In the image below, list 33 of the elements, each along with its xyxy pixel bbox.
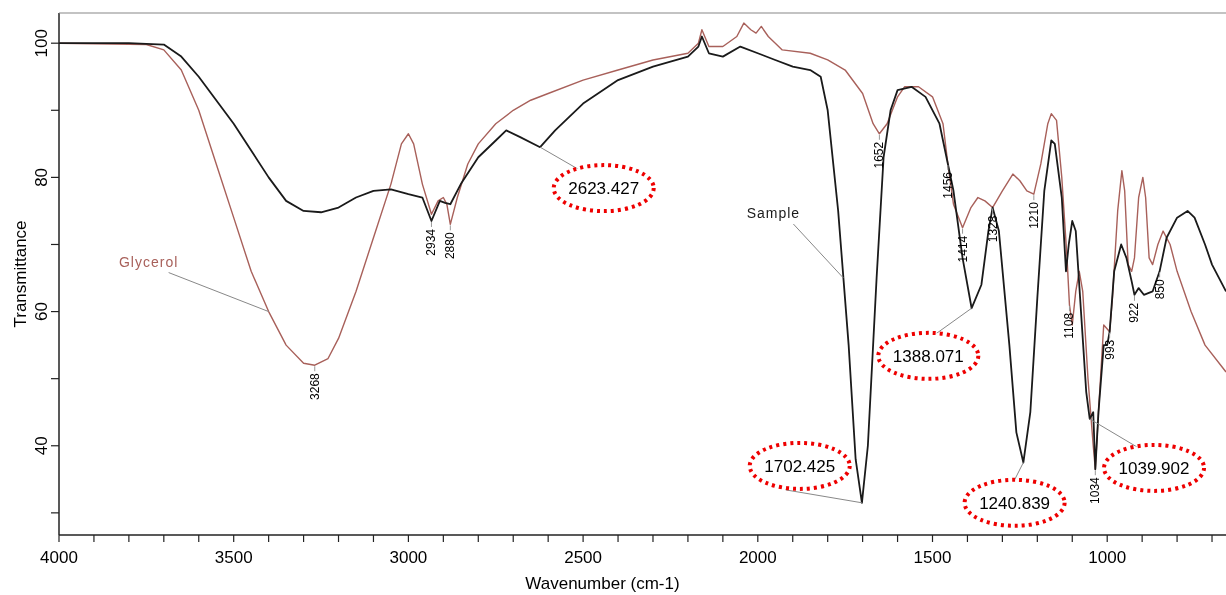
annotation: 1039.902 — [1118, 458, 1190, 478]
annotation: 2623.427 — [568, 179, 640, 199]
x-tick-label: 3500 — [214, 548, 253, 567]
annotation: 922 — [1127, 302, 1142, 323]
annotation: 1034 — [1088, 476, 1103, 504]
y-tick-label: 80 — [32, 167, 51, 187]
annotation: 993 — [1102, 339, 1117, 360]
x-tick-label: 4000 — [40, 548, 78, 567]
y-axis-title: Transmittance — [11, 220, 30, 328]
text: Glycerol — [118, 253, 179, 270]
x-axis-title: Wavenumber (cm-1) — [525, 574, 680, 593]
y-tick-label: 60 — [32, 302, 51, 322]
annotation: 1652 — [872, 141, 887, 169]
x-tick-label: 2000 — [738, 548, 777, 567]
annotation: 1702.425 — [764, 456, 836, 476]
annotation: 1210 — [1026, 201, 1041, 229]
annotation: 1456 — [940, 171, 955, 199]
annotation: 2880 — [443, 232, 458, 260]
text: Sample — [746, 205, 801, 222]
annotation: 2934 — [424, 228, 439, 256]
annotation: 1414 — [955, 235, 970, 263]
y-tick-label: 40 — [32, 436, 51, 456]
x-tick-label: 1000 — [1088, 548, 1127, 567]
x-tick-label: 1500 — [913, 548, 952, 567]
annotation: 1240.839 — [979, 493, 1051, 513]
y-tick-label: 100 — [32, 29, 51, 58]
annotation: 1328 — [985, 215, 1000, 243]
annotation: 1388.071 — [892, 346, 964, 366]
x-tick-label: 2500 — [564, 548, 603, 567]
annotation: 3268 — [307, 372, 322, 400]
annotation: 850 — [1152, 279, 1167, 300]
annotation: 1108 — [1062, 312, 1077, 339]
x-tick-label: 3000 — [389, 548, 428, 567]
